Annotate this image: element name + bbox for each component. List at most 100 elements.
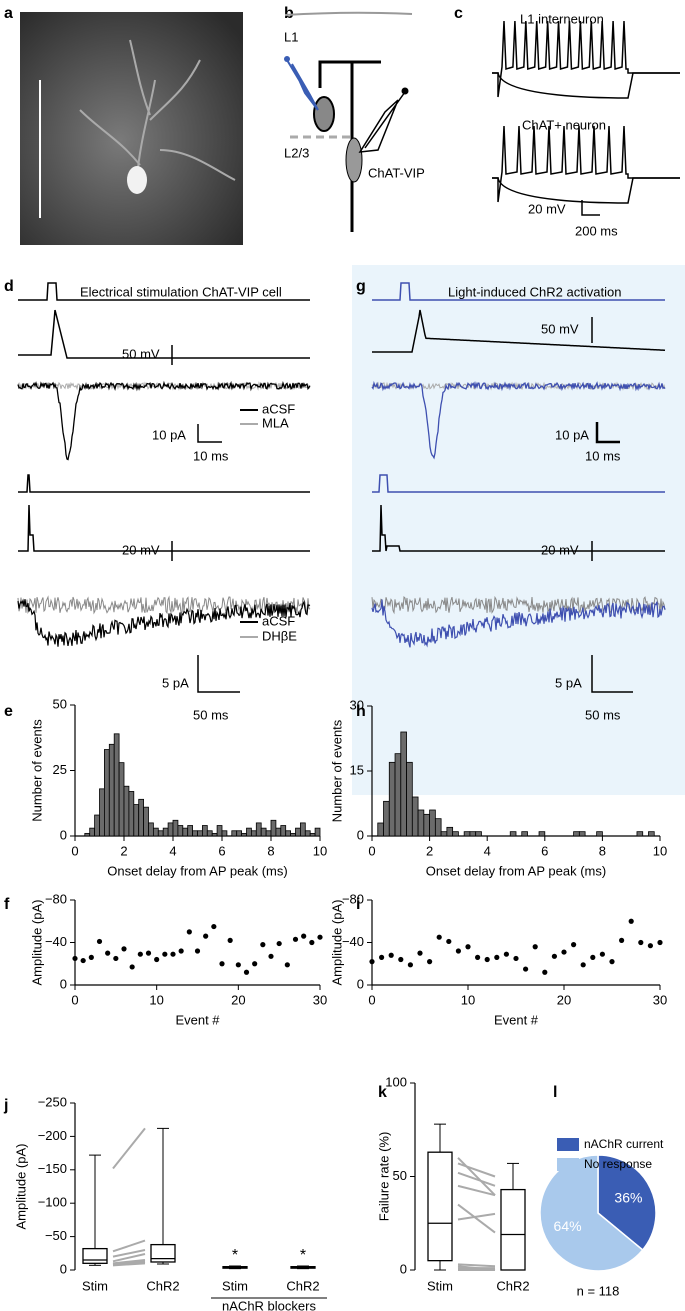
- legend-swatch: [557, 1158, 579, 1171]
- bar: [197, 830, 203, 837]
- legend-label: aCSF: [262, 401, 295, 416]
- annotation: n = 118: [577, 1283, 620, 1298]
- x-tick-label: Stim: [82, 1278, 108, 1293]
- pipette-black: [358, 91, 406, 153]
- bar: [573, 831, 580, 837]
- panel-label: j: [3, 1097, 8, 1114]
- x-tick-label: 6: [218, 843, 225, 858]
- y-tick-label: −80: [45, 891, 67, 906]
- point: [494, 954, 500, 960]
- pair-line: [457, 1203, 496, 1234]
- point: [628, 918, 634, 924]
- current: [17, 380, 311, 461]
- scale-label: 10 pA: [555, 427, 589, 442]
- x-tick-label: 10: [461, 992, 475, 1007]
- point: [252, 961, 258, 967]
- point: [260, 942, 266, 948]
- scale-label: 5 pA: [162, 675, 189, 690]
- pie-slice: [597, 1154, 657, 1252]
- point: [532, 944, 538, 950]
- bar: [265, 830, 272, 837]
- bar: [128, 791, 135, 837]
- bar: [246, 827, 252, 837]
- bar: [99, 788, 105, 837]
- y-axis-label: Failure rate (%): [376, 1132, 391, 1222]
- x-tick-label: 4: [484, 843, 491, 858]
- scale-label: 20 mV: [528, 201, 566, 216]
- x-tick-label: 30: [313, 992, 327, 1007]
- scale-bar: [197, 424, 222, 443]
- point: [292, 936, 299, 942]
- point: [72, 955, 78, 962]
- point: [619, 937, 625, 943]
- y-tick-label: 0: [400, 1261, 407, 1276]
- stimulus: [18, 282, 310, 301]
- point: [301, 933, 307, 939]
- point: [284, 962, 290, 968]
- point: [465, 944, 471, 950]
- y-tick-label: 15: [350, 762, 364, 777]
- y-tick-label: 0: [60, 827, 67, 842]
- point: [219, 961, 225, 967]
- bar: [216, 825, 223, 837]
- point: [427, 959, 433, 965]
- bar: [538, 831, 546, 837]
- bar: [446, 826, 454, 837]
- x-tick-label: 20: [231, 992, 245, 1007]
- x-tick-label: 2: [120, 843, 127, 858]
- panel-label: e: [4, 703, 13, 720]
- x-axis-label: Event #: [494, 1012, 539, 1027]
- point: [446, 938, 452, 945]
- current: [371, 380, 666, 460]
- bar: [290, 832, 296, 837]
- panel-label: f: [4, 896, 10, 913]
- panel-label: i: [356, 896, 360, 913]
- y-tick-label: 50: [53, 696, 67, 711]
- point: [178, 948, 184, 954]
- x-tick-label: 4: [169, 843, 176, 858]
- pair-line: [457, 1162, 496, 1178]
- point: [513, 955, 519, 962]
- point: [88, 954, 94, 960]
- point: [523, 966, 529, 972]
- pair-line: [112, 1239, 146, 1253]
- pair-line: [112, 1260, 146, 1265]
- y-axis-label: Number of events: [329, 719, 344, 822]
- x-tick-label: 0: [71, 843, 78, 858]
- ap-trace: [372, 504, 665, 552]
- bar: [201, 825, 208, 837]
- bar: [162, 827, 169, 837]
- x-tick-label: 0: [368, 843, 375, 858]
- bar: [452, 831, 459, 837]
- box: [150, 1243, 176, 1263]
- scale-label: 20 mV: [541, 542, 579, 557]
- point: [551, 953, 558, 959]
- x-tick-label: ChR2: [286, 1278, 319, 1293]
- x-tick-label: 10: [149, 992, 163, 1007]
- panel-title: Electrical stimulation ChAT-VIP cell: [80, 284, 282, 299]
- bar: [377, 822, 384, 837]
- bar: [118, 762, 125, 837]
- panel-label: g: [356, 278, 366, 295]
- y-axis-label: Amplitude (pA): [329, 900, 344, 986]
- y-tick-label: 0: [357, 827, 364, 842]
- x-tick-label: 6: [541, 843, 548, 858]
- point: [268, 953, 274, 959]
- point: [317, 934, 323, 940]
- point: [455, 948, 461, 954]
- interneuron: [313, 96, 335, 132]
- point: [186, 929, 192, 935]
- legend-swatch: [557, 1138, 579, 1151]
- pipette-tip: [284, 56, 290, 62]
- bar: [157, 830, 164, 837]
- bar: [429, 809, 436, 837]
- group-label: nAChR blockers: [222, 1298, 316, 1311]
- bar: [280, 825, 287, 837]
- pipette-blue: [286, 59, 319, 111]
- point: [590, 954, 596, 960]
- point: [398, 956, 404, 963]
- pair-line: [457, 1171, 496, 1187]
- point: [96, 938, 103, 945]
- panel-label: b: [284, 5, 294, 22]
